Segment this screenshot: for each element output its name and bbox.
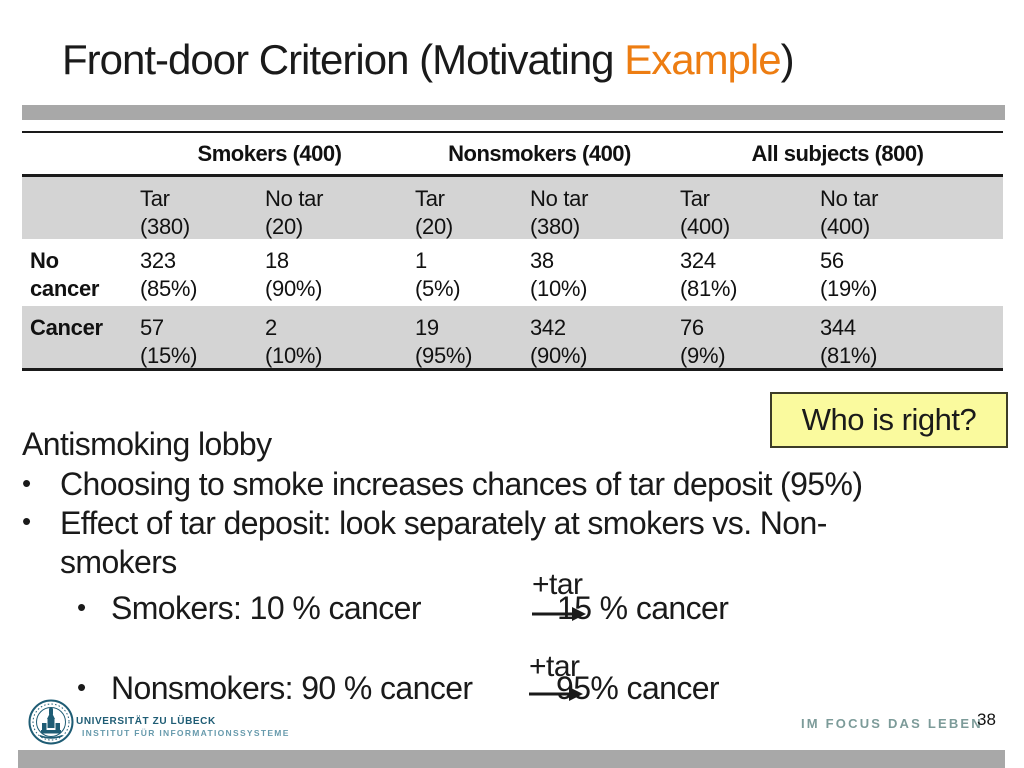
title-suffix: ) [780, 36, 795, 83]
result-text: 95% cancer [556, 670, 720, 706]
table-cell: 18 (90%) [265, 248, 323, 301]
table-cell: 323 (85%) [140, 248, 198, 301]
table-cell: 57 (15%) [140, 315, 198, 368]
table-row: Cancer 57 (15%) 2 (10%) 19 (95%) 342 (90… [22, 306, 1003, 368]
table-cell: 1 (5%) [415, 248, 461, 301]
group-header-nonsmokers: Nonsmokers (400) [448, 141, 631, 166]
table-cell: 56 (19%) [820, 248, 878, 301]
university-name: UNIVERSITÄT ZU LÜBECK [76, 716, 216, 727]
sub-bullet-text: Nonsmokers: 90 % cancer [111, 670, 473, 706]
callout-text: Who is right? [801, 402, 977, 437]
bullet-glyph: • [77, 592, 86, 622]
subheader-cell: Tar (380) [140, 186, 190, 239]
group-header-smokers: Smokers (400) [197, 141, 342, 166]
table-cell: 19 (95%) [415, 315, 473, 368]
antismoking-lobby-heading: Antismoking lobby [22, 426, 272, 462]
table-row: No cancer 323 (85%) 18 (90%) 1 (5%) 38 (… [22, 239, 1003, 306]
top-divider-bar [22, 105, 1005, 120]
group-header-all-subjects: All subjects (800) [751, 141, 924, 166]
subheader-cell: No tar (380) [530, 186, 589, 239]
table-group-header-row: Smokers (400) Nonsmokers (400) All subje… [22, 133, 1003, 177]
subheader-cell: Tar (400) [680, 186, 730, 239]
right-arrow-icon [529, 684, 585, 702]
bullet-text: Effect of tar deposit: look separately a… [60, 505, 827, 580]
bullet-glyph: • [77, 672, 86, 702]
table-cell: 76 (9%) [680, 315, 726, 368]
subheader-cell: No tar (20) [265, 186, 324, 239]
sub-bullet-item: • Smokers: 10 % cancer [75, 590, 575, 627]
bottom-divider-bar [18, 750, 1005, 768]
plus-tar-annotation: +tar [532, 568, 583, 601]
institute-name: INSTITUT FÜR INFORMATIONSSYSTEME [82, 728, 290, 738]
table-cell: 2 (10%) [265, 315, 323, 368]
page-title: Front-door Criterion (Motivating Example… [62, 36, 795, 84]
title-highlight: Example [624, 36, 781, 83]
table-subheader-row: Tar (380) No tar (20) Tar (20) No tar (3… [22, 177, 1003, 239]
group-header-spacer [22, 133, 132, 174]
bullet-glyph: • [22, 468, 31, 498]
university-seal-logo [28, 699, 74, 745]
result-text: 15 % cancer [557, 590, 729, 626]
bullet-item: • Choosing to smoke increases chances of… [22, 466, 962, 503]
title-prefix: Front-door Criterion (Motivating [62, 36, 625, 83]
page-number: 38 [977, 710, 996, 729]
bullet-glyph: • [22, 506, 31, 536]
table-cell: 344 (81%) [820, 315, 878, 368]
right-arrow-icon [532, 604, 588, 622]
data-table: Smokers (400) Nonsmokers (400) All subje… [22, 131, 1003, 371]
row-label: No cancer [30, 248, 100, 301]
subheader-spacer [22, 177, 132, 241]
sub-bullet-text: Smokers: 10 % cancer [111, 590, 422, 626]
table-cell: 38 (10%) [530, 248, 588, 301]
footer-motto: IM FOCUS DAS LEBEN [801, 716, 983, 731]
bullet-item: • Effect of tar deposit: look separately… [22, 504, 962, 582]
plus-tar-annotation: +tar [529, 650, 580, 683]
table-cell: 324 (81%) [680, 248, 738, 301]
subheader-cell: Tar (20) [415, 186, 453, 239]
table-cell: 342 (90%) [530, 315, 588, 368]
row-label: Cancer [30, 315, 103, 340]
who-is-right-callout: Who is right? [770, 392, 1008, 448]
bullet-text: Choosing to smoke increases chances of t… [60, 466, 863, 502]
subheader-cell: No tar (400) [820, 186, 879, 239]
sub-bullet-item: • Nonsmokers: 90 % cancer [75, 670, 575, 707]
